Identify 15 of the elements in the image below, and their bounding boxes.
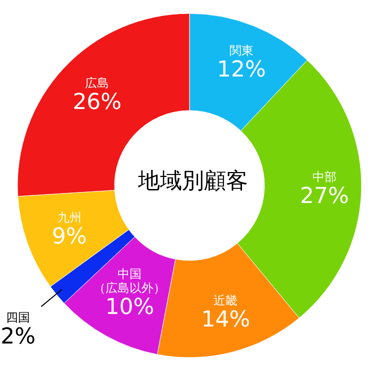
slice-label: 近畿: [214, 293, 238, 308]
data-label: 2%: [0, 324, 36, 350]
slice-label: 四国: [6, 310, 30, 325]
slice-label: 九州: [57, 210, 82, 225]
slice-label: 中国（広島以外）: [94, 267, 166, 296]
data-label: 27%: [300, 184, 349, 210]
text: 地域別顧客: [137, 169, 248, 194]
data-label: 26%: [72, 90, 122, 115]
slice-label: 中部: [312, 170, 336, 184]
slice-label: 関東: [229, 44, 254, 58]
data-label: 14%: [201, 307, 250, 332]
slice-label: 広島: [85, 76, 110, 90]
data-label: 12%: [216, 58, 266, 83]
data-label: 10%: [105, 295, 154, 320]
data-label: 9%: [52, 224, 87, 250]
